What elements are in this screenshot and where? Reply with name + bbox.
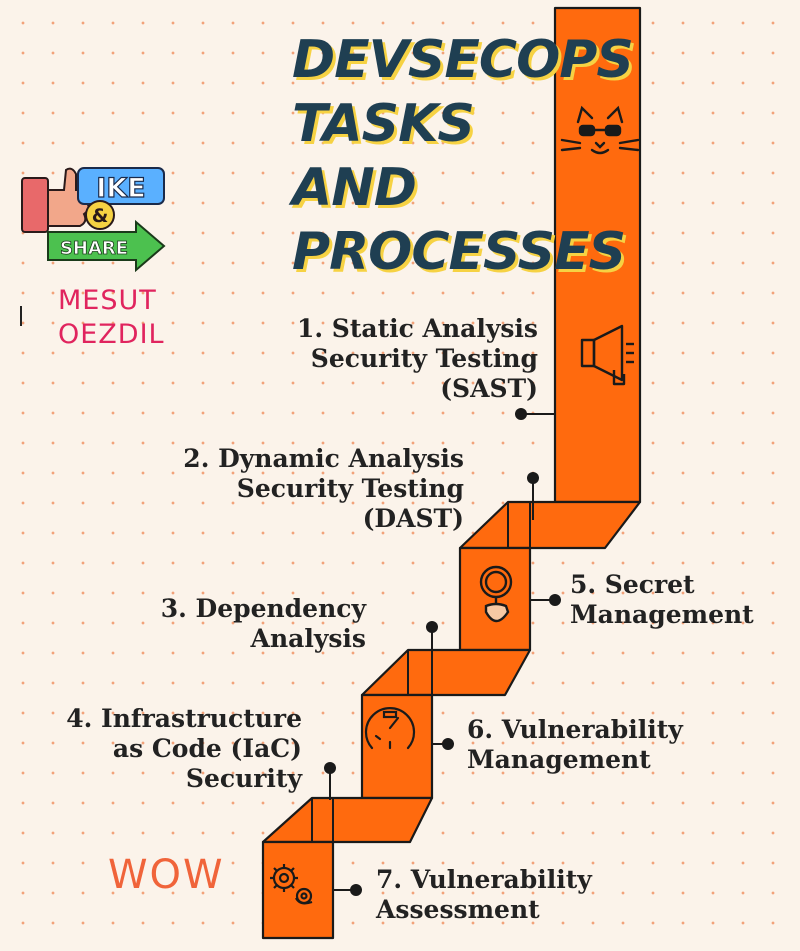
title-line: PROCESSES (292, 222, 626, 282)
title-line: DEVSECOPS (292, 30, 634, 90)
logo-share-text: SHARE (60, 238, 128, 259)
step-label-line: as Code (IaC) (112, 734, 302, 763)
title-line: AND (292, 158, 417, 218)
cat-face-icon (560, 105, 640, 155)
step-label-line: Assessment (376, 895, 540, 924)
author-name-line: MESUT (58, 285, 157, 316)
step-label-line: 3. Dependency (160, 594, 366, 623)
gears-icon (270, 864, 313, 905)
wow-text: WOW (108, 852, 225, 898)
page-title: DEVSECOPS TASKS AND PROCESSES (292, 28, 634, 284)
megaphone-icon (580, 324, 634, 386)
step-label-line: (DAST) (362, 504, 464, 533)
step-label-dast: 2. Dynamic Analysis Security Testing (DA… (183, 444, 464, 534)
step-label-line: Security (185, 764, 302, 793)
step-label-line: Security Testing (310, 344, 538, 373)
connector-dot-6 (442, 738, 454, 750)
step-label-line: 1. Static Analysis (296, 314, 538, 343)
title-line: TASKS (292, 94, 475, 154)
step-label-dependency: 3. Dependency Analysis (161, 594, 366, 654)
author-name-line: OEZDIL (58, 319, 165, 350)
step-label-line: (SAST) (440, 374, 538, 403)
logo-amp-text: & (92, 205, 109, 227)
step-label-line: Management (467, 745, 651, 774)
step-label-vuln-management: 6. Vulnerability Management (467, 715, 683, 775)
step-label-secret: 5. Secret Management (570, 570, 754, 630)
connector-dot-5 (549, 594, 561, 606)
step-label-line: 2. Dynamic Analysis (183, 444, 464, 473)
connector-dot-2 (527, 472, 539, 484)
step-label-line: 7. Vulnerability (376, 865, 592, 894)
like-share-logo: IKE & SHARE (21, 167, 166, 272)
step-label-iac: 4. Infrastructure as Code (IaC) Security (66, 704, 302, 794)
magnifier-icon (479, 565, 513, 623)
text-cursor (20, 306, 22, 326)
connector-dot-1 (515, 408, 527, 420)
step-label-sast: 1. Static Analysis Security Testing (SAS… (297, 314, 538, 404)
step-label-line: 4. Infrastructure (66, 704, 302, 733)
step-label-line: Analysis (250, 624, 366, 653)
logo-like-text: IKE (96, 173, 145, 204)
ribbon-fold-1 (458, 500, 642, 550)
step-label-line: Security Testing (236, 474, 464, 503)
connector-dot-4 (324, 762, 336, 774)
ribbon-fold-2 (360, 648, 532, 697)
ribbon-column-3 (360, 693, 434, 800)
step-label-line: 6. Vulnerability (467, 715, 683, 744)
step-label-line: Management (570, 600, 754, 629)
author-name: MESUT OEZDIL (58, 284, 165, 352)
stopwatch-icon (364, 707, 416, 750)
ribbon-fold-3 (261, 796, 434, 844)
step-label-vuln-assessment: 7. Vulnerability Assessment (376, 865, 592, 925)
connector-dot-7 (350, 884, 362, 896)
step-label-line: 5. Secret (570, 570, 695, 599)
connector-dot-3 (426, 621, 438, 633)
ribbon-column-bottom (261, 840, 335, 940)
